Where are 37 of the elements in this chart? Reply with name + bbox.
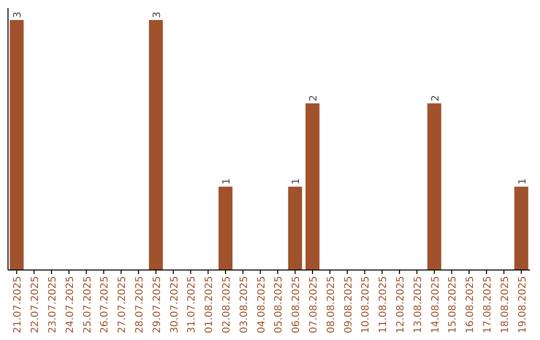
- x-tick-label: 07.08.2025: [308, 276, 320, 334]
- x-tick-label: 09.08.2025: [343, 276, 354, 334]
- x-tick-label: 27.07.2025: [117, 276, 128, 334]
- data-label: 1: [517, 178, 528, 185]
- x-tick-label: 13.08.2025: [412, 276, 424, 334]
- data-label: 2: [430, 94, 442, 102]
- x-tick-label: 22.07.2025: [30, 276, 42, 334]
- x-tick-label: 17.08.2025: [482, 276, 494, 334]
- x-tick-label: 28.07.2025: [134, 276, 146, 334]
- x-tick-label: 24.07.2025: [64, 276, 76, 334]
- x-tick-label: 19.08.2025: [517, 276, 528, 334]
- x-tick-label: 25.07.2025: [82, 276, 94, 334]
- x-tick-label: 30.07.2025: [169, 276, 180, 334]
- data-label: 1: [222, 178, 232, 185]
- x-tick-label: 10.08.2025: [360, 276, 372, 334]
- x-tick-label: 29.07.2025: [152, 276, 163, 334]
- data-label: 3: [12, 12, 24, 18]
- x-tick-label: 18.08.2025: [500, 276, 511, 334]
- data-label: 3: [152, 12, 163, 18]
- data-label: 1: [291, 178, 302, 185]
- x-tick-label: 03.08.2025: [238, 276, 250, 334]
- x-tick-label: 02.08.2025: [222, 276, 232, 334]
- x-tick-label: 23.07.2025: [48, 276, 58, 334]
- x-tick-label: 01.08.2025: [204, 276, 216, 334]
- x-tick-label: 15.08.2025: [448, 276, 459, 334]
- x-tick-label: 04.08.2025: [256, 276, 268, 334]
- x-tick-label: 05.08.2025: [274, 276, 285, 334]
- x-tick-label: 21.07.2025: [12, 276, 24, 334]
- x-tick-label: 26.07.2025: [100, 276, 111, 334]
- x-tick-label: 06.08.2025: [291, 276, 302, 334]
- x-tick-label: 16.08.2025: [465, 276, 476, 334]
- x-tick-label: 14.08.2025: [430, 276, 442, 334]
- data-label: 2: [308, 94, 320, 102]
- x-tick-label: 12.08.2025: [396, 276, 406, 334]
- x-tick-label: 11.08.2025: [378, 276, 390, 334]
- x-tick-label: 08.08.2025: [326, 276, 337, 334]
- x-tick-label: 31.07.2025: [186, 276, 198, 334]
